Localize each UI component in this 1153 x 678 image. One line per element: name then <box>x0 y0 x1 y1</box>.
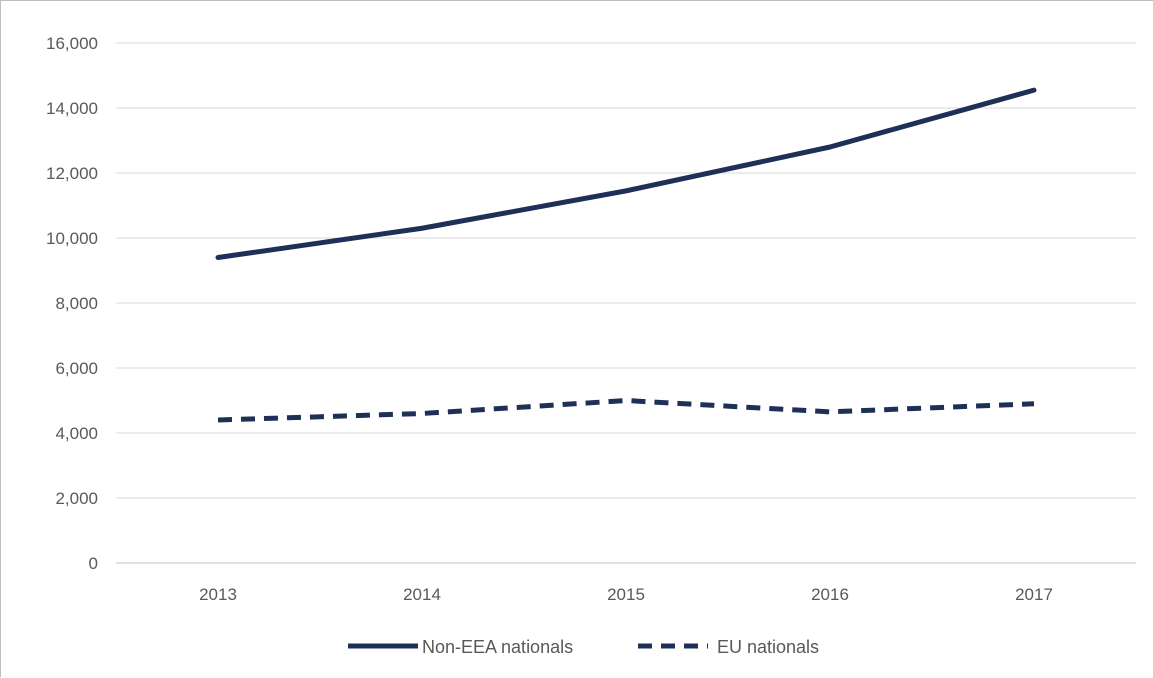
y-tick-label: 6,000 <box>55 359 98 378</box>
axes: 0 2,000 4,000 6,000 8,000 10,000 12,000 14,000 1… <box>46 34 1053 604</box>
gridlines <box>116 42 1136 564</box>
y-tick-label: 8,000 <box>55 294 98 313</box>
x-tick-label: 2015 <box>607 585 645 604</box>
series-line-non-eea-nationals <box>215 87 1037 260</box>
y-tick-label: 12,000 <box>46 164 98 183</box>
y-tick-label: 4,000 <box>55 424 98 443</box>
x-tick-label: 2013 <box>199 585 237 604</box>
x-tick-label: 2017 <box>1015 585 1053 604</box>
series-line-eu-nationals <box>217 398 1035 423</box>
y-tick-label: 14,000 <box>46 99 98 118</box>
y-tick-label: 2,000 <box>55 489 98 508</box>
y-tick-label: 10,000 <box>46 229 98 248</box>
x-tick-label: 2014 <box>403 585 441 604</box>
series-lines <box>215 87 1037 423</box>
legend-label: Non-EEA nationals <box>422 637 573 657</box>
legend: Non-EEA nationals EU nationals <box>348 637 819 657</box>
x-tick-label: 2016 <box>811 585 849 604</box>
legend-label: EU nationals <box>717 637 819 657</box>
y-tick-label: 0 <box>89 554 98 573</box>
y-tick-label: 16,000 <box>46 34 98 53</box>
